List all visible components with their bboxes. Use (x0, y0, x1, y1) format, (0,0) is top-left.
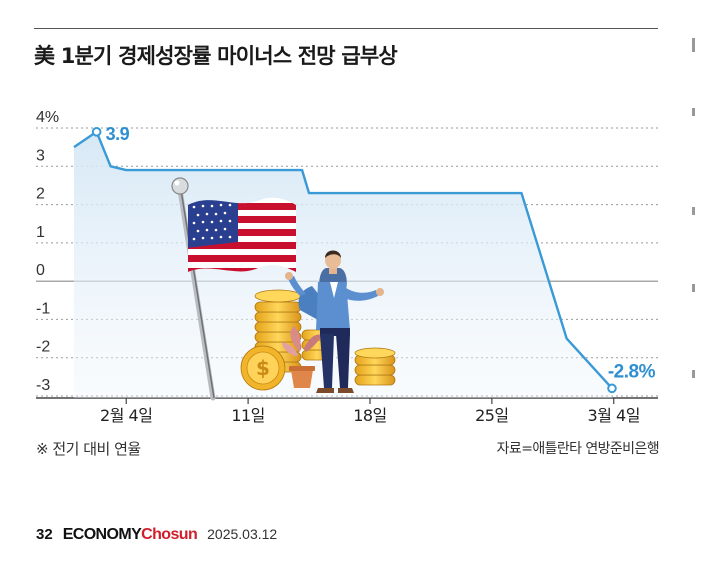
data-label: 3.9 (106, 124, 130, 144)
y-tick-label: 0 (36, 262, 45, 279)
data-label: -2.8% (608, 361, 656, 382)
plant-pot-icon (282, 326, 322, 388)
data-point-marker (607, 383, 617, 394)
x-tick-label: 2월 4일 (100, 406, 152, 425)
area-fill (74, 131, 612, 399)
edge-mark (692, 108, 695, 116)
series-line (73, 130, 613, 390)
page-number: 32 (36, 526, 53, 543)
edge-mark (692, 370, 695, 378)
source-credit: 자료=애틀란타 연방준비은행 (496, 441, 660, 457)
coin-stack-icon: $ (240, 289, 396, 391)
y-tick-label: 1 (36, 224, 45, 241)
top-rule (34, 28, 658, 29)
y-tick-label: -2 (36, 339, 50, 356)
page-title: 美 1분기 경제성장률 마이너스 전망 급부상 (34, 44, 398, 68)
brand-logo: ECONOMYChosun (62, 526, 198, 543)
y-tick-label: 3 (36, 147, 45, 164)
x-tick-label: 18일 (353, 406, 387, 425)
edge-mark (692, 207, 695, 215)
x-tick-label: 25일 (475, 406, 509, 425)
y-tick-label: -3 (36, 377, 50, 394)
y-tick-label: -1 (36, 300, 50, 317)
chart-note: ※ 전기 대비 연율 (36, 440, 141, 458)
svg-text:$: $ (256, 356, 270, 380)
footer: 32 ECONOMYChosun 2025.03.12 (36, 526, 277, 544)
issue-date: 2025.03.12 (207, 526, 278, 542)
x-tick-label: 11일 (231, 406, 265, 425)
y-tick-label: 2 (36, 186, 45, 203)
edge-mark (692, 284, 695, 292)
data-point-marker (91, 127, 102, 137)
businessman-icon (285, 250, 384, 393)
us-flag-icon (171, 177, 296, 401)
x-tick-label: 3월 4일 (588, 406, 640, 425)
edge-mark (692, 38, 695, 52)
y-tick-label: 4% (36, 109, 59, 126)
